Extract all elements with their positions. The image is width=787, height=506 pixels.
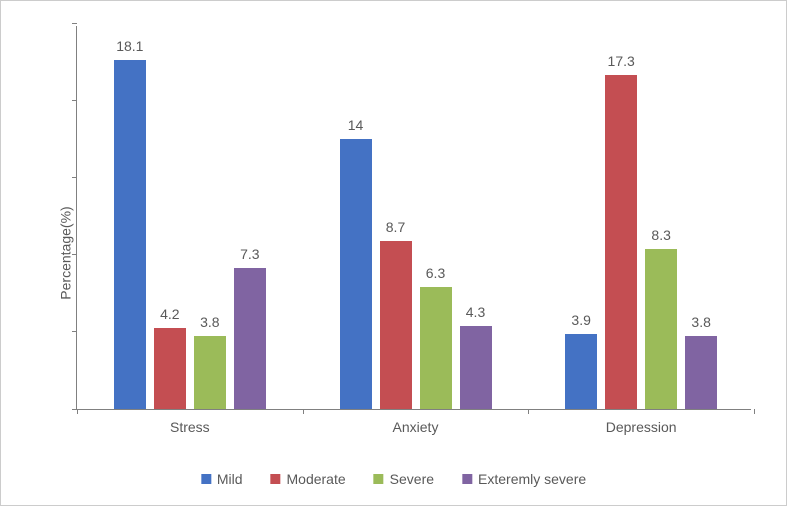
bar <box>420 287 452 409</box>
legend-label: Exteremly severe <box>478 471 586 487</box>
bar-value-label: 18.1 <box>104 38 156 54</box>
bar <box>154 328 186 409</box>
legend-swatch <box>201 474 211 484</box>
category-label: Stress <box>170 419 210 435</box>
bar-value-label: 3.8 <box>675 314 727 330</box>
legend-swatch <box>462 474 472 484</box>
bar <box>234 268 266 409</box>
chart-container: Percentage(%) 18.14.23.87.3Stress148.76.… <box>0 0 787 506</box>
bar <box>685 336 717 409</box>
bar-value-label: 8.3 <box>635 227 687 243</box>
legend-label: Severe <box>390 471 434 487</box>
category-label: Depression <box>606 419 677 435</box>
legend-item: Moderate <box>271 471 346 487</box>
bar <box>645 249 677 409</box>
x-tick-mark <box>303 409 304 414</box>
legend-swatch <box>271 474 281 484</box>
bar-value-label: 14 <box>330 117 382 133</box>
bar-value-label: 3.9 <box>555 312 607 328</box>
legend: Mild Moderate Severe Exteremly severe <box>201 471 586 487</box>
y-tick-mark <box>72 23 77 24</box>
y-tick-mark <box>72 100 77 101</box>
bar <box>194 336 226 409</box>
bar <box>460 326 492 409</box>
bar-value-label: 8.7 <box>370 219 422 235</box>
legend-label: Moderate <box>287 471 346 487</box>
bar <box>380 241 412 409</box>
x-tick-mark <box>77 409 78 414</box>
x-tick-mark <box>754 409 755 414</box>
bar-value-label: 6.3 <box>410 265 462 281</box>
y-tick-mark <box>72 331 77 332</box>
bar <box>340 139 372 409</box>
category-label: Anxiety <box>393 419 439 435</box>
bar <box>114 60 146 409</box>
y-axis-title: Percentage(%) <box>58 206 74 299</box>
bar-value-label: 4.3 <box>450 304 502 320</box>
legend-swatch <box>374 474 384 484</box>
y-tick-mark <box>72 177 77 178</box>
bar-value-label: 17.3 <box>595 53 647 69</box>
legend-item: Severe <box>374 471 434 487</box>
plot-area: 18.14.23.87.3Stress148.76.34.3Anxiety3.9… <box>76 26 751 410</box>
bar <box>605 75 637 409</box>
bar-value-label: 7.3 <box>224 246 276 262</box>
legend-item: Exteremly severe <box>462 471 586 487</box>
bar-value-label: 3.8 <box>184 314 236 330</box>
legend-item: Mild <box>201 471 243 487</box>
y-tick-mark <box>72 254 77 255</box>
legend-label: Mild <box>217 471 243 487</box>
x-tick-mark <box>528 409 529 414</box>
bar <box>565 334 597 409</box>
